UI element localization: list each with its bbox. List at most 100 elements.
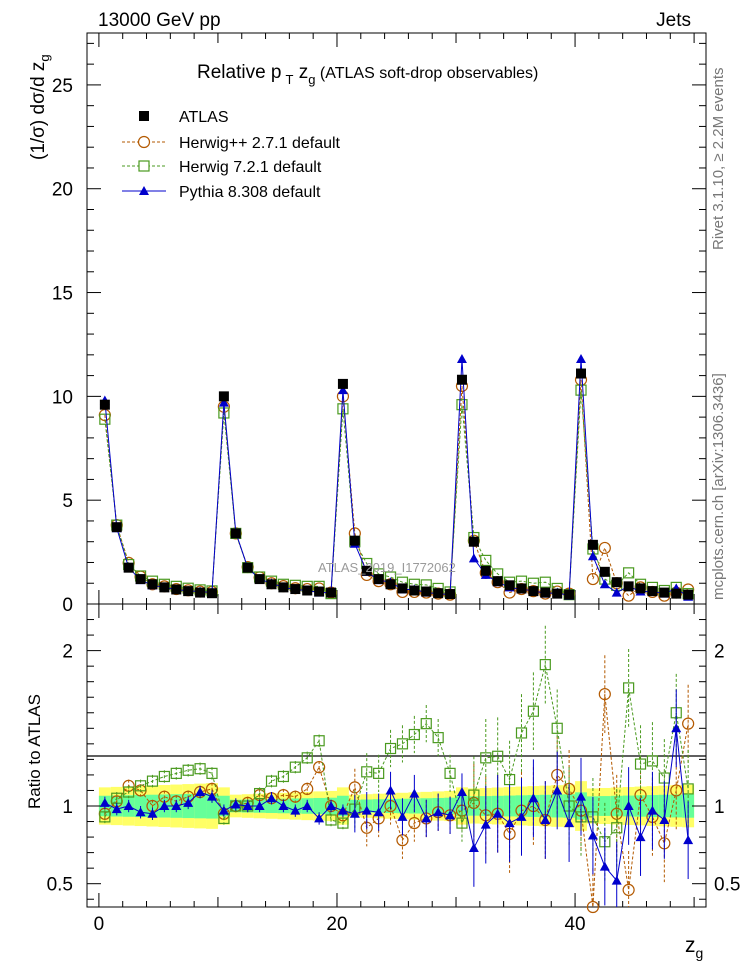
- main-series: [98, 353, 695, 602]
- main-data-point: [586, 572, 600, 586]
- ratio-data-point: [433, 807, 444, 817]
- chart-title: Relative p T zg (ATLAS soft-drop observab…: [197, 62, 538, 87]
- ratio-data-point: [206, 791, 217, 801]
- source-label: mcplots.cern.ch [arXiv:1306.3436]: [710, 373, 727, 600]
- ratio-data-point: [183, 797, 194, 807]
- main-data-point: [337, 385, 348, 395]
- ratio-data-point: [218, 805, 229, 815]
- ratio-series-1: [99, 625, 694, 881]
- ratio-y-tick-label-left: 1: [62, 797, 73, 818]
- main-data-point: [492, 576, 503, 587]
- x-tick-label: 40: [564, 914, 585, 935]
- ratio-data-point: [361, 805, 372, 815]
- ratio-data-point: [634, 758, 647, 770]
- main-data-point: [647, 586, 658, 597]
- ratio-data-point: [146, 775, 159, 787]
- ratio-data-point: [516, 811, 527, 821]
- main-data-point: [552, 588, 563, 599]
- main-y-tick-label: 0: [62, 595, 73, 616]
- ratio-y-tick-label-left: 0.5: [47, 875, 73, 896]
- ratio-data-point: [373, 807, 384, 817]
- main-data-point: [564, 589, 575, 600]
- main-data-point: [349, 535, 360, 546]
- ratio-data-point: [289, 790, 302, 803]
- ratio-data-point: [230, 799, 241, 809]
- main-data-point: [99, 413, 111, 425]
- main-data-point: [575, 384, 587, 396]
- main-data-point: [171, 584, 182, 595]
- main-data-point: [504, 580, 515, 591]
- ratio-data-point: [432, 732, 444, 744]
- main-data-point: [218, 391, 229, 402]
- main-data-point: [683, 589, 694, 600]
- x-tick-label: 20: [326, 914, 347, 935]
- ratio-band-inner: [313, 797, 326, 815]
- ratio-data-point: [468, 842, 479, 852]
- title-rest: (ATLAS soft-drop observables): [315, 65, 538, 82]
- main-data-point: [635, 583, 646, 594]
- ratio-data-point: [194, 763, 206, 775]
- main-y-label-lead: (1/σ) dσ/d z: [28, 62, 49, 160]
- ratio-data-point: [325, 814, 337, 826]
- main-data-point: [622, 589, 635, 602]
- main-data-point: [278, 582, 289, 593]
- main-data-point: [539, 576, 551, 588]
- main-data-point: [598, 541, 611, 555]
- ratio-data-point: [456, 817, 468, 829]
- main-y-label-sub: g: [37, 54, 52, 61]
- main-data-point: [147, 579, 158, 590]
- ratio-data-point: [266, 793, 277, 803]
- ratio-data-point: [598, 688, 611, 701]
- main-data-point: [611, 587, 622, 597]
- main-data-point: [290, 584, 301, 595]
- energy-label: 13000 GeV pp: [98, 10, 221, 31]
- main-data-point: [576, 368, 587, 379]
- ratio-band-inner: [194, 793, 207, 819]
- legend-atlas-marker: [139, 111, 149, 121]
- ratio-data-point: [182, 764, 194, 776]
- main-data-point: [266, 579, 277, 590]
- main-data-point: [397, 583, 408, 594]
- main-data-point: [456, 353, 467, 363]
- ratio-data-point: [528, 793, 539, 803]
- ratio-data-point: [314, 813, 325, 823]
- ratio-y-axis-label: Ratio to ATLAS: [25, 694, 44, 809]
- process-label: Jets: [656, 10, 691, 31]
- main-data-point: [361, 565, 372, 576]
- ratio-data-point: [302, 801, 313, 810]
- ratio-y-tick-label-right: 0.5: [714, 875, 740, 896]
- main-data-point: [433, 588, 444, 599]
- ratio-data-point: [337, 817, 349, 829]
- ratio-data-point: [195, 787, 206, 797]
- ratio-data-point: [171, 801, 182, 810]
- ratio-data-point: [99, 811, 111, 823]
- ratio-data-point: [408, 816, 421, 830]
- ratio-data-point: [622, 883, 635, 897]
- ratio-data-point: [671, 723, 682, 733]
- ratio-data-point: [385, 785, 396, 795]
- main-data-point: [326, 587, 337, 598]
- ratio-data-point: [539, 658, 551, 671]
- ratio-data-point: [456, 787, 467, 797]
- ratio-data-point: [586, 900, 600, 914]
- ratio-data-point: [682, 717, 695, 730]
- main-data-point: [587, 551, 598, 561]
- ratio-data-point: [396, 738, 409, 750]
- ratio-data-point: [326, 801, 337, 810]
- legend-herwig7-marker: [138, 160, 150, 172]
- ratio-data-point: [480, 819, 491, 829]
- ratio-data-point: [527, 705, 539, 717]
- legend-entry-atlas: ATLAS: [139, 109, 229, 126]
- main-axes: 0 5 10 15 20 25: [52, 33, 706, 616]
- main-y-tick-label: 10: [52, 387, 73, 408]
- legend-pythia-label: Pythia 8.308 default: [179, 184, 321, 201]
- ratio-data-point: [123, 786, 135, 798]
- ratio-data-point: [159, 801, 170, 810]
- ratio-band-inner: [206, 793, 218, 819]
- ratio-data-point: [147, 808, 158, 818]
- ratio-data-point: [492, 750, 504, 762]
- ratio-data-point: [408, 728, 420, 741]
- main-data-point: [540, 587, 551, 598]
- main-data-point: [587, 539, 598, 550]
- main-y-axis-label: (1/σ) dσ/d zg: [28, 54, 52, 160]
